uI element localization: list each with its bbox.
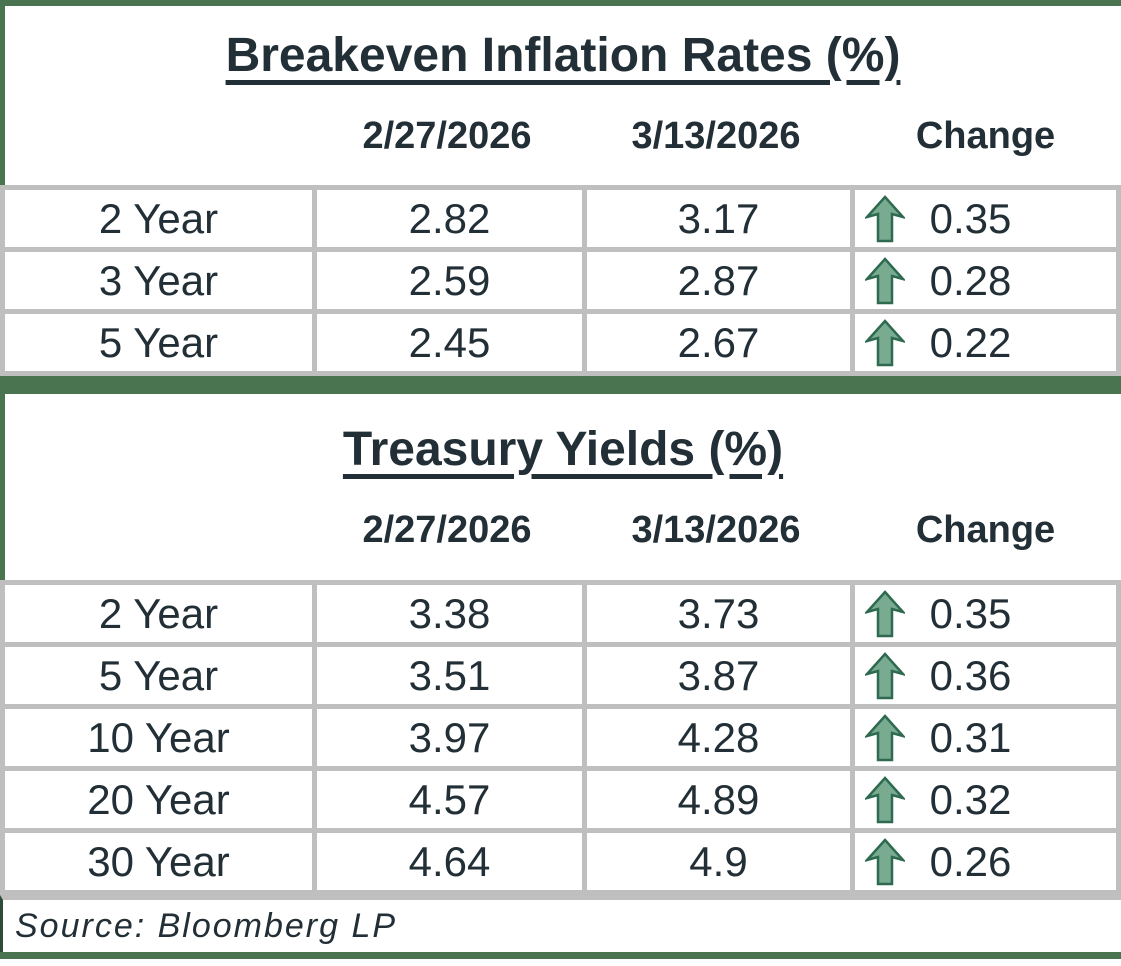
value-date2: 2.67 xyxy=(587,314,850,371)
row-label: 10 Year xyxy=(5,709,312,766)
column-header-change: Change xyxy=(915,114,1056,157)
value-date1: 2.45 xyxy=(317,314,582,371)
row-label: 5 Year xyxy=(5,314,312,371)
change-value: 0.35 xyxy=(929,194,1012,242)
breakeven-header-block: Breakeven Inflation Rates (%) 2/27/2026 … xyxy=(0,0,1121,185)
value-date2: 4.28 xyxy=(587,709,850,766)
column-header-change: Change xyxy=(915,508,1056,551)
treasury-title: Treasury Yields (%) xyxy=(342,423,784,476)
column-header-date2: 3/13/2026 xyxy=(631,508,801,551)
change-cell: 0.32 xyxy=(855,771,1116,828)
change-value: 0.28 xyxy=(929,256,1012,304)
value-date2: 3.87 xyxy=(587,647,850,704)
treasury-header-block: Treasury Yields (%) 2/27/2026 3/13/2026 … xyxy=(0,394,1121,580)
breakeven-title: Breakeven Inflation Rates (%) xyxy=(225,29,901,82)
breakeven-table: Breakeven Inflation Rates (%) 2/27/2026 … xyxy=(0,0,1121,376)
up-arrow-icon xyxy=(865,195,905,243)
up-arrow-icon xyxy=(865,838,905,886)
value-date1: 4.57 xyxy=(317,771,582,828)
change-value: 0.22 xyxy=(929,318,1012,366)
value-date1: 4.64 xyxy=(317,833,582,890)
up-arrow-icon xyxy=(865,257,905,305)
change-value: 0.32 xyxy=(929,775,1012,823)
value-date1: 2.82 xyxy=(317,190,582,247)
change-value: 0.35 xyxy=(929,589,1012,637)
row-label: 20 Year xyxy=(5,771,312,828)
breakeven-data-grid: 2 Year 2.82 3.17 0.35 3 Year 2.59 2.87 0… xyxy=(0,185,1121,376)
column-header-date1: 2/27/2026 xyxy=(362,508,532,551)
row-label: 30 Year xyxy=(5,833,312,890)
value-date1: 3.51 xyxy=(317,647,582,704)
change-cell: 0.26 xyxy=(855,833,1116,890)
up-arrow-icon xyxy=(865,652,905,700)
table-divider-band xyxy=(0,376,1121,394)
column-header-date1: 2/27/2026 xyxy=(362,114,532,157)
treasury-column-headers: 2/27/2026 3/13/2026 Change xyxy=(5,508,1121,552)
row-label: 3 Year xyxy=(5,252,312,309)
value-date2: 3.73 xyxy=(587,585,850,642)
up-arrow-icon xyxy=(865,590,905,638)
breakeven-column-headers: 2/27/2026 3/13/2026 Change xyxy=(5,114,1121,158)
bottom-accent-bar xyxy=(0,952,1121,959)
value-date2: 4.89 xyxy=(587,771,850,828)
up-arrow-icon xyxy=(865,776,905,824)
value-date1: 2.59 xyxy=(317,252,582,309)
row-label: 2 Year xyxy=(5,190,312,247)
change-value: 0.31 xyxy=(929,713,1012,761)
change-value: 0.26 xyxy=(929,837,1012,885)
treasury-data-grid: 2 Year 3.38 3.73 0.35 5 Year 3.51 3.87 0… xyxy=(0,580,1121,895)
row-label: 2 Year xyxy=(5,585,312,642)
value-date1: 3.97 xyxy=(317,709,582,766)
source-text: Source: Bloomberg LP xyxy=(15,906,398,945)
change-cell: 0.36 xyxy=(855,647,1116,704)
value-date1: 3.38 xyxy=(317,585,582,642)
source-row: Source: Bloomberg LP xyxy=(0,895,1121,952)
column-header-date2: 3/13/2026 xyxy=(631,114,801,157)
change-cell: 0.22 xyxy=(855,314,1116,371)
up-arrow-icon xyxy=(865,319,905,367)
change-cell: 0.35 xyxy=(855,585,1116,642)
change-cell: 0.28 xyxy=(855,252,1116,309)
value-date2: 4.9 xyxy=(587,833,850,890)
row-label: 5 Year xyxy=(5,647,312,704)
change-value: 0.36 xyxy=(929,651,1012,699)
up-arrow-icon xyxy=(865,714,905,762)
treasury-table: Treasury Yields (%) 2/27/2026 3/13/2026 … xyxy=(0,394,1121,895)
change-cell: 0.31 xyxy=(855,709,1116,766)
value-date2: 3.17 xyxy=(587,190,850,247)
change-cell: 0.35 xyxy=(855,190,1116,247)
value-date2: 2.87 xyxy=(587,252,850,309)
